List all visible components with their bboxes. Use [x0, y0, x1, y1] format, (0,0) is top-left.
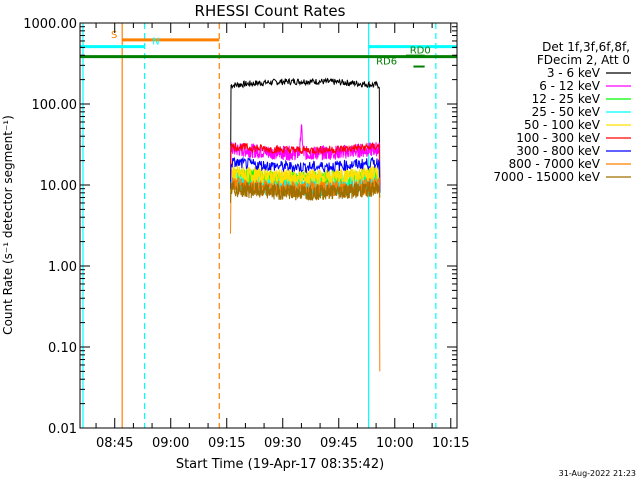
series-line	[230, 141, 381, 186]
legend-entry-label: 25 - 50 keV	[532, 105, 601, 119]
series-line	[230, 77, 381, 198]
series-line	[230, 177, 381, 372]
y-tick-label: 10.00	[40, 179, 77, 194]
legend-entry-label: 800 - 7000 keV	[509, 157, 601, 171]
chart-title: RHESSI Count Rates	[195, 2, 346, 20]
legend-entry-label: 7000 - 15000 keV	[493, 170, 600, 184]
legend-header-line: Det 1f,3f,6f,8f,	[542, 40, 630, 54]
x-tick-label: 10:15	[432, 436, 469, 451]
legend-entry-label: 3 - 6 keV	[547, 66, 601, 80]
x-tick-label: 09:45	[320, 436, 357, 451]
series-line	[230, 180, 381, 204]
y-tick-label: 1000.00	[23, 17, 77, 32]
legend-entry-label: 6 - 12 keV	[539, 79, 601, 93]
legend-entry-label: 12 - 25 keV	[532, 92, 601, 106]
plot-frame	[79, 22, 458, 429]
y-tick-label: 0.01	[48, 422, 77, 437]
footer-date: 31-Aug-2022 21:23	[559, 469, 636, 478]
legend-header-line: FDecim 2, Att 0	[537, 53, 630, 67]
y-tick-label: 1.00	[48, 260, 77, 275]
series-line	[230, 165, 381, 198]
flag-label: RD6	[376, 57, 397, 68]
legend: Det 1f,3f,6f,8f,FDecim 2, Att 03 - 6 keV…	[493, 40, 631, 184]
flag-label: RD0	[410, 46, 431, 57]
plot-marks: S N RD0 RD6	[80, 23, 457, 428]
y-axis-label: Count Rate (s⁻¹ detector segment⁻¹)	[1, 115, 15, 335]
x-tick-label: 09:15	[208, 436, 245, 451]
x-axis-label: Start Time (19-Apr-17 08:35:42)	[176, 457, 384, 472]
y-axis-label-text: Count Rate (s⁻¹ detector segment⁻¹)	[1, 115, 15, 335]
y-tick-label: 0.10	[48, 341, 77, 356]
x-tick-label: 08:45	[96, 436, 133, 451]
x-tick-label: 09:30	[264, 436, 301, 451]
flag-label: S	[111, 30, 117, 41]
x-tick-label: 10:00	[376, 436, 413, 451]
legend-entry-label: 100 - 300 keV	[516, 131, 600, 145]
series-line	[230, 156, 381, 193]
y-tick-label: 100.00	[32, 98, 78, 113]
flag-label: N	[152, 37, 159, 48]
legend-entry-label: 50 - 100 keV	[524, 118, 601, 132]
x-tick-label: 09:00	[152, 436, 189, 451]
legend-entry-label: 300 - 800 keV	[516, 144, 600, 158]
axes: 08:45 09:00 09:15 09:30 09:45 10:00 10:15 1000.…	[23, 17, 469, 451]
